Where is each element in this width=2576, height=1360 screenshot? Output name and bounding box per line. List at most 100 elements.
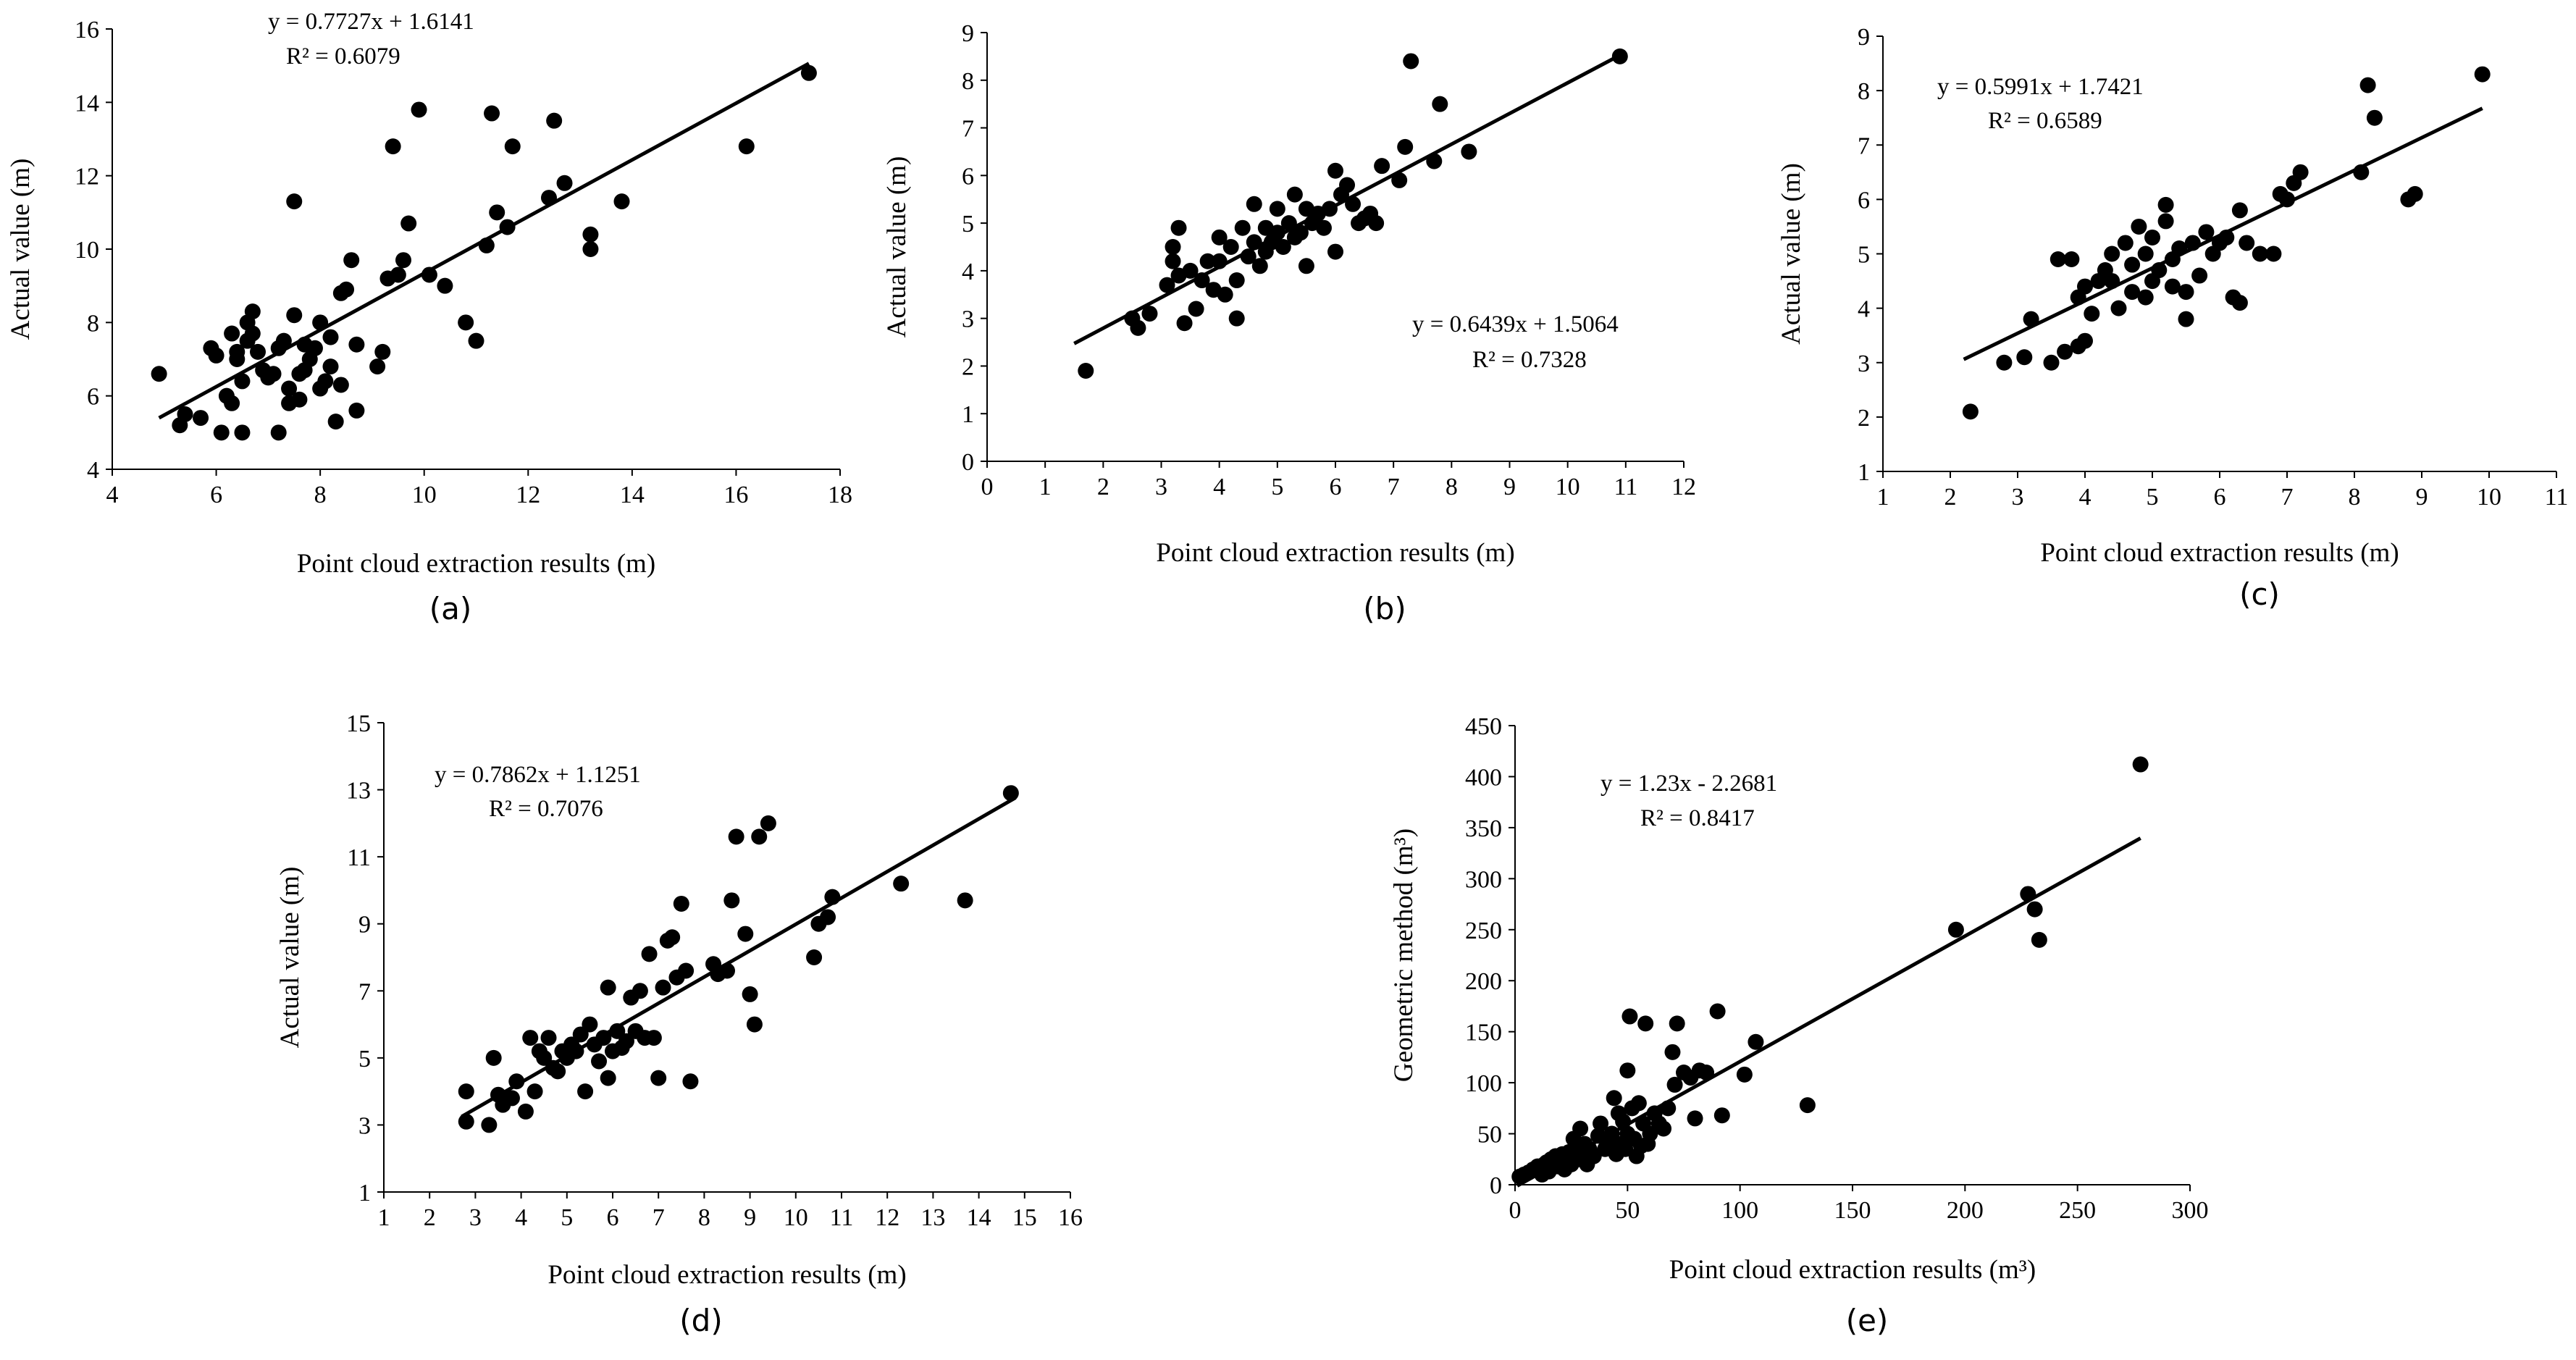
data-point bbox=[613, 193, 630, 210]
x-tick-label: 14 bbox=[967, 1204, 991, 1231]
data-point bbox=[229, 351, 246, 367]
x-tick-label: 7 bbox=[1388, 474, 1400, 500]
x-tick-label: 100 bbox=[1721, 1197, 1758, 1224]
x-tick-label: 9 bbox=[744, 1204, 756, 1231]
x-tick-label: 8 bbox=[1446, 474, 1458, 500]
data-point bbox=[893, 876, 910, 892]
y-tick-label: 3 bbox=[962, 306, 974, 333]
data-point bbox=[481, 1117, 498, 1133]
y-tick-label: 8 bbox=[1858, 78, 1870, 105]
x-axis-title: Point cloud extraction results (m) bbox=[297, 549, 655, 579]
data-point bbox=[738, 138, 755, 155]
x-tick-label: 8 bbox=[698, 1204, 710, 1231]
y-tick-label: 6 bbox=[1858, 187, 1870, 214]
data-point bbox=[546, 112, 563, 129]
data-point bbox=[322, 329, 339, 345]
y-tick-label: 8 bbox=[962, 68, 974, 95]
data-point bbox=[1621, 1008, 1638, 1025]
data-point bbox=[2252, 245, 2268, 262]
x-tick-label: 1 bbox=[1039, 474, 1052, 500]
data-point bbox=[1687, 1110, 1703, 1127]
data-point bbox=[1228, 310, 1245, 327]
data-point bbox=[250, 343, 266, 360]
data-point bbox=[746, 1016, 763, 1033]
data-point bbox=[468, 332, 484, 349]
data-point bbox=[286, 307, 303, 324]
data-point bbox=[609, 1023, 626, 1039]
data-point bbox=[2474, 66, 2491, 83]
x-tick-label: 12 bbox=[875, 1204, 899, 1231]
data-point bbox=[485, 1049, 502, 1066]
y-tick-label: 15 bbox=[346, 710, 371, 737]
y-tick-label: 5 bbox=[358, 1046, 371, 1073]
data-point bbox=[1165, 253, 1181, 269]
data-point bbox=[1656, 1120, 1672, 1137]
x-tick-label: 3 bbox=[2012, 484, 2024, 511]
data-point bbox=[1170, 219, 1187, 236]
data-point bbox=[2231, 202, 2248, 219]
data-point bbox=[1130, 319, 1146, 336]
data-point bbox=[2157, 213, 2174, 230]
data-point bbox=[582, 1016, 598, 1033]
data-point bbox=[1165, 239, 1181, 255]
data-point bbox=[2124, 256, 2141, 273]
y-tick-label: 0 bbox=[1490, 1172, 1502, 1199]
data-point bbox=[582, 241, 599, 257]
x-tick-label: 2 bbox=[1097, 474, 1109, 500]
data-point bbox=[2050, 251, 2066, 268]
x-axis-title: Point cloud extraction results (m) bbox=[547, 1260, 906, 1290]
data-point bbox=[1269, 201, 1285, 217]
x-tick-label: 10 bbox=[412, 482, 437, 508]
data-point bbox=[2239, 235, 2255, 251]
data-point bbox=[2144, 229, 2160, 245]
y-axis-title: Actual value (m) bbox=[275, 867, 305, 1049]
x-tick-label: 13 bbox=[920, 1204, 945, 1231]
data-point bbox=[2137, 289, 2154, 306]
x-tick-label: 9 bbox=[1503, 474, 1516, 500]
data-point bbox=[1217, 286, 1233, 303]
data-point bbox=[458, 314, 474, 331]
y-tick-label: 12 bbox=[75, 164, 99, 190]
y-tick-label: 5 bbox=[1858, 242, 1870, 269]
trend-line bbox=[1516, 836, 2141, 1188]
x-tick-label: 16 bbox=[1058, 1204, 1083, 1231]
data-point bbox=[374, 343, 391, 360]
data-point bbox=[1286, 186, 1303, 203]
data-point bbox=[577, 1083, 594, 1100]
data-point bbox=[645, 1030, 662, 1046]
panel-label: (c) bbox=[2239, 576, 2280, 612]
data-point bbox=[1391, 172, 1408, 188]
data-point bbox=[2077, 332, 2093, 349]
panel-label: (d) bbox=[679, 1303, 722, 1338]
data-point bbox=[1374, 158, 1390, 175]
data-point bbox=[338, 281, 355, 298]
data-point bbox=[2084, 306, 2100, 322]
y-tick-label: 4 bbox=[962, 259, 974, 285]
data-point bbox=[2231, 295, 2248, 311]
data-point bbox=[1748, 1033, 1764, 1050]
data-point bbox=[1327, 243, 1343, 260]
data-point bbox=[957, 892, 973, 909]
data-point bbox=[327, 414, 344, 430]
x-tick-label: 2 bbox=[1944, 484, 1957, 511]
data-point bbox=[503, 1090, 520, 1107]
data-point bbox=[618, 1033, 634, 1049]
data-point bbox=[286, 193, 303, 210]
data-point bbox=[737, 925, 754, 942]
y-tick-label: 1 bbox=[962, 401, 974, 428]
trend-line bbox=[1963, 106, 2483, 361]
data-point bbox=[332, 377, 349, 393]
x-tick-label: 10 bbox=[1556, 474, 1580, 500]
x-tick-label: 11 bbox=[830, 1204, 854, 1231]
data-point bbox=[1630, 1095, 1647, 1112]
x-tick-label: 0 bbox=[1509, 1197, 1522, 1224]
y-tick-label: 7 bbox=[962, 116, 974, 143]
r-squared-label: R² = 0.8417 bbox=[1640, 805, 1755, 831]
panel-d-scatter-chart: 1 2 3 4 5 6 7 8 9 10 11 12 13 14 15 1613579111315Point … bbox=[275, 710, 1083, 1338]
data-point bbox=[177, 406, 193, 422]
y-tick-label: 2 bbox=[1858, 405, 1870, 432]
data-point bbox=[343, 252, 360, 269]
x-tick-label: 14 bbox=[620, 482, 645, 508]
